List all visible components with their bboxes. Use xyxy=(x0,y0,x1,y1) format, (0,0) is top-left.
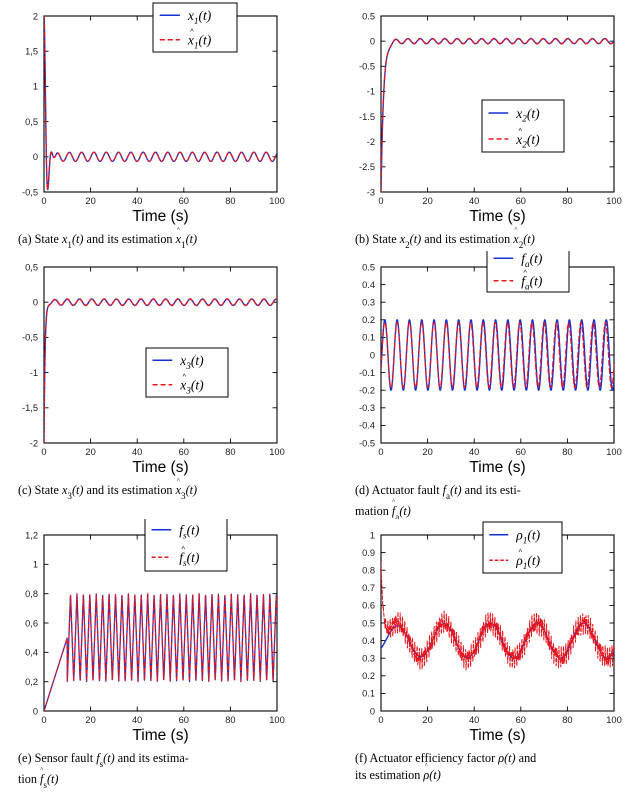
svg-text:0: 0 xyxy=(33,298,38,308)
svg-text:100: 100 xyxy=(606,715,622,725)
svg-text:0.3: 0.3 xyxy=(362,654,375,664)
svg-text:0,4: 0,4 xyxy=(25,648,38,658)
svg-text:Time (s): Time (s) xyxy=(469,727,525,744)
svg-text:-1: -1 xyxy=(367,87,375,97)
svg-text:0: 0 xyxy=(41,447,46,457)
svg-text:40: 40 xyxy=(132,196,142,206)
svg-text:0,5: 0,5 xyxy=(25,117,38,127)
svg-text:80: 80 xyxy=(562,447,572,457)
svg-text:0.8: 0.8 xyxy=(362,566,375,576)
svg-text:0: 0 xyxy=(370,36,375,46)
svg-text:0,5: 0,5 xyxy=(25,262,38,272)
svg-text:20: 20 xyxy=(422,715,432,725)
svg-text:0,2: 0,2 xyxy=(25,677,38,687)
svg-text:0.3: 0.3 xyxy=(362,298,375,308)
svg-text:0,8: 0,8 xyxy=(25,589,38,599)
svg-text:100: 100 xyxy=(269,715,285,725)
svg-text:1,2: 1,2 xyxy=(25,530,38,540)
svg-text:1: 1 xyxy=(370,530,375,540)
svg-text:0: 0 xyxy=(378,196,383,206)
svg-text:80: 80 xyxy=(562,715,572,725)
svg-text:0.6: 0.6 xyxy=(362,601,375,611)
svg-text:20: 20 xyxy=(422,196,432,206)
svg-text:0.4: 0.4 xyxy=(362,636,375,646)
svg-text:40: 40 xyxy=(469,447,479,457)
svg-text:-0,5: -0,5 xyxy=(22,187,38,197)
svg-text:0.9: 0.9 xyxy=(362,548,375,558)
svg-text:Time (s): Time (s) xyxy=(132,208,188,225)
svg-text:1: 1 xyxy=(33,82,38,92)
svg-text:100: 100 xyxy=(606,447,622,457)
svg-text:0.2: 0.2 xyxy=(362,671,375,681)
svg-text:80: 80 xyxy=(225,196,235,206)
svg-text:20: 20 xyxy=(422,447,432,457)
svg-text:20: 20 xyxy=(85,715,95,725)
svg-text:1,5: 1,5 xyxy=(25,47,38,57)
svg-text:40: 40 xyxy=(132,447,142,457)
svg-text:0: 0 xyxy=(378,447,383,457)
svg-text:0.4: 0.4 xyxy=(362,280,375,290)
svg-text:80: 80 xyxy=(562,196,572,206)
svg-text:0: 0 xyxy=(41,715,46,725)
svg-text:0.7: 0.7 xyxy=(362,583,375,593)
svg-text:-2.5: -2.5 xyxy=(359,162,375,172)
svg-text:20: 20 xyxy=(85,196,95,206)
svg-text:40: 40 xyxy=(469,715,479,725)
svg-text:0: 0 xyxy=(41,196,46,206)
svg-text:-0.3: -0.3 xyxy=(359,403,375,413)
svg-text:0: 0 xyxy=(370,706,375,716)
svg-text:40: 40 xyxy=(469,196,479,206)
svg-text:-0.5: -0.5 xyxy=(359,438,375,448)
svg-text:40: 40 xyxy=(132,715,142,725)
svg-text:80: 80 xyxy=(225,715,235,725)
svg-text:0.2: 0.2 xyxy=(362,315,375,325)
svg-text:1: 1 xyxy=(33,560,38,570)
svg-text:Time (s): Time (s) xyxy=(132,459,188,476)
svg-text:60: 60 xyxy=(516,715,526,725)
svg-text:80: 80 xyxy=(225,447,235,457)
svg-text:100: 100 xyxy=(269,447,285,457)
svg-text:0.5: 0.5 xyxy=(362,262,375,272)
svg-text:-0.4: -0.4 xyxy=(359,421,375,431)
svg-text:2: 2 xyxy=(33,11,38,21)
svg-text:0: 0 xyxy=(33,706,38,716)
svg-text:-0.5: -0.5 xyxy=(359,62,375,72)
svg-text:-1,5: -1,5 xyxy=(22,403,38,413)
svg-text:60: 60 xyxy=(179,196,189,206)
svg-text:-3: -3 xyxy=(367,187,375,197)
svg-text:60: 60 xyxy=(179,447,189,457)
svg-text:Time (s): Time (s) xyxy=(132,727,188,744)
svg-text:Time (s): Time (s) xyxy=(469,208,525,225)
svg-text:20: 20 xyxy=(85,447,95,457)
svg-text:-0.2: -0.2 xyxy=(359,386,375,396)
svg-text:0: 0 xyxy=(378,715,383,725)
svg-text:0.1: 0.1 xyxy=(362,333,375,343)
svg-text:-1.5: -1.5 xyxy=(359,112,375,122)
svg-text:0: 0 xyxy=(370,350,375,360)
svg-text:-0.1: -0.1 xyxy=(359,368,375,378)
svg-text:60: 60 xyxy=(179,715,189,725)
svg-text:-1: -1 xyxy=(30,368,38,378)
svg-text:0,6: 0,6 xyxy=(25,618,38,628)
svg-text:0.5: 0.5 xyxy=(362,618,375,628)
svg-text:100: 100 xyxy=(269,196,285,206)
svg-text:-0,5: -0,5 xyxy=(22,333,38,343)
svg-text:-2: -2 xyxy=(30,438,38,448)
svg-text:Time (s): Time (s) xyxy=(469,459,525,476)
svg-text:60: 60 xyxy=(516,447,526,457)
svg-text:0.1: 0.1 xyxy=(362,689,375,699)
svg-text:60: 60 xyxy=(516,196,526,206)
svg-text:0: 0 xyxy=(33,152,38,162)
svg-text:-2: -2 xyxy=(367,137,375,147)
svg-text:0.5: 0.5 xyxy=(362,11,375,21)
svg-text:100: 100 xyxy=(606,196,622,206)
